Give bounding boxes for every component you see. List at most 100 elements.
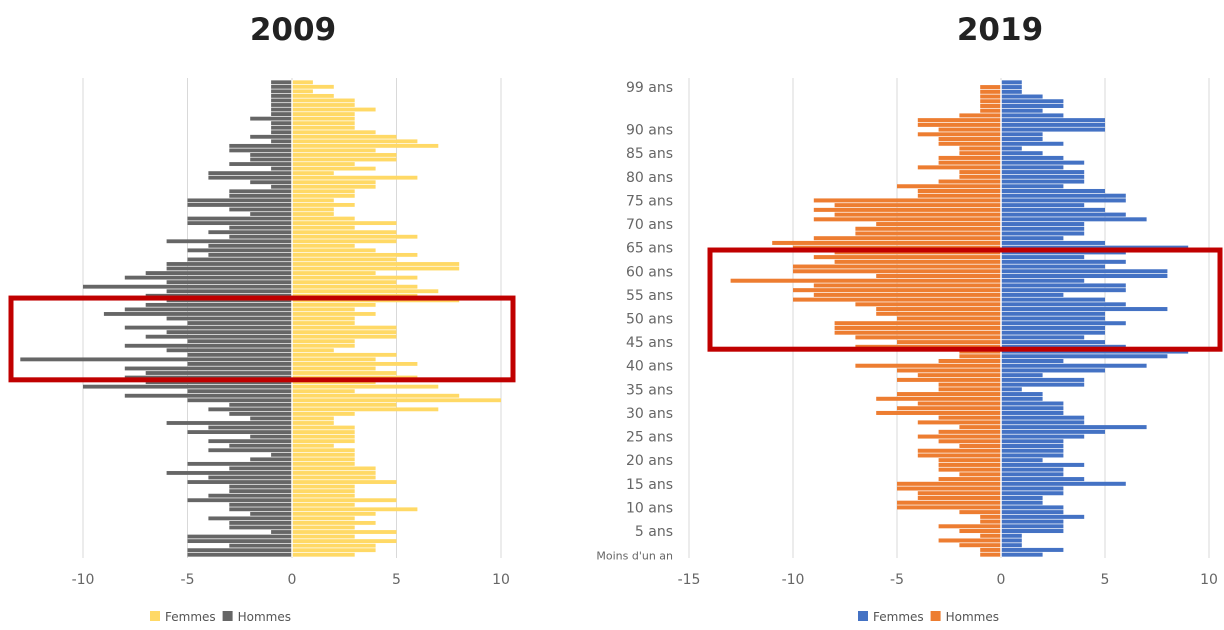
bar: [187, 552, 292, 557]
bar: [292, 130, 376, 135]
bar: [292, 348, 334, 353]
bar: [250, 434, 292, 439]
age-label: 15 ans: [626, 477, 673, 493]
bar: [1001, 377, 1085, 382]
bar: [208, 516, 292, 521]
bar: [187, 362, 292, 366]
bar: [1001, 132, 1043, 137]
bar: [187, 321, 292, 325]
bar: [917, 188, 1001, 193]
age-label: Moins d'un an: [596, 550, 673, 563]
bar: [1001, 170, 1085, 175]
bar: [187, 352, 292, 357]
bar: [187, 221, 292, 226]
bar: [1001, 467, 1064, 472]
bar: [187, 461, 292, 466]
pyramid-2009: 2009 -10 -5 0 5 10 Femmes Hommes: [8, 12, 516, 624]
bar: [229, 207, 292, 212]
bar: [1001, 198, 1126, 203]
chart-title: 2019: [957, 12, 1043, 48]
bar: [938, 358, 1001, 364]
x-tick-label: 0: [288, 572, 297, 588]
bar: [1001, 80, 1022, 85]
bar: [1001, 174, 1085, 179]
bar: [292, 212, 334, 216]
bar: [292, 484, 355, 489]
bar: [292, 421, 334, 425]
bar: [229, 411, 292, 416]
bar: [208, 243, 292, 248]
bar: [876, 273, 1001, 279]
bar: [292, 525, 355, 530]
bar: [980, 85, 1001, 90]
bar: [229, 225, 292, 230]
bar: [292, 407, 439, 412]
legend-swatch: [930, 611, 941, 621]
bar: [292, 452, 355, 457]
series-hommes: [730, 85, 1001, 557]
bar: [271, 452, 292, 457]
bar: [855, 335, 1001, 340]
bar: [1001, 311, 1105, 316]
bar: [834, 321, 1001, 326]
bar: [1001, 283, 1126, 288]
pyramid-2019: 2019 -15 -10 -5 0 5 10 Moins d'un an 5 ans 10 an…: [596, 12, 1223, 624]
bar: [938, 155, 1001, 160]
bar: [292, 103, 355, 107]
bar: [292, 430, 355, 434]
bar: [1001, 85, 1022, 90]
bar: [292, 302, 376, 307]
bar: [292, 107, 376, 112]
bar: [292, 325, 397, 330]
bar: [1001, 358, 1064, 364]
bar: [292, 225, 355, 230]
bar: [292, 434, 355, 439]
bar: [938, 462, 1001, 467]
bar: [1001, 231, 1085, 236]
bar: [292, 239, 397, 244]
bar: [980, 547, 1001, 552]
bar: [229, 402, 292, 407]
bar: [271, 107, 292, 112]
legend: Femmes Hommes: [150, 610, 291, 624]
bar: [813, 217, 1001, 222]
bar: [292, 243, 355, 248]
bar: [813, 292, 1001, 297]
bar: [208, 230, 292, 235]
bar: [938, 477, 1001, 482]
bar: [208, 407, 292, 412]
bar: [959, 146, 1001, 151]
bar: [897, 392, 1001, 397]
bar: [292, 139, 418, 144]
bar: [876, 396, 1001, 401]
bar: [292, 180, 376, 185]
bar: [292, 502, 355, 507]
bar: [292, 516, 355, 521]
bar: [292, 425, 355, 430]
bar: [897, 368, 1001, 373]
bar: [876, 307, 1001, 312]
bar: [292, 439, 355, 444]
bar: [917, 118, 1001, 123]
bar: [271, 125, 292, 130]
bar: [187, 548, 292, 553]
age-label: 5 ans: [635, 524, 673, 540]
bar: [292, 266, 460, 271]
bar: [292, 175, 418, 180]
bar: [124, 343, 292, 348]
bar: [917, 122, 1001, 127]
bar: [292, 189, 355, 194]
bar: [187, 398, 292, 403]
bar: [292, 316, 355, 321]
bar: [292, 371, 397, 375]
bar: [229, 543, 292, 548]
bar: [271, 166, 292, 171]
bar: [1001, 160, 1085, 165]
bar: [145, 334, 292, 339]
bar: [124, 307, 292, 312]
bar: [938, 382, 1001, 387]
bar: [1001, 184, 1064, 189]
highlight-box: [707, 247, 1223, 352]
bar: [897, 486, 1001, 491]
bar: [124, 275, 292, 280]
